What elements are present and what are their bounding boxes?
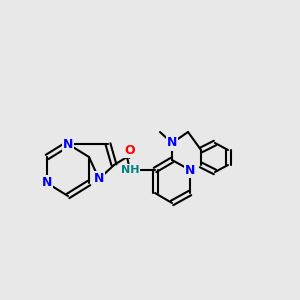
Text: N: N <box>94 172 104 185</box>
Text: N: N <box>42 176 52 190</box>
Text: N: N <box>63 137 73 151</box>
Text: O: O <box>125 143 135 157</box>
Text: N: N <box>167 136 177 149</box>
Text: N: N <box>185 164 195 176</box>
Text: NH: NH <box>121 165 139 175</box>
